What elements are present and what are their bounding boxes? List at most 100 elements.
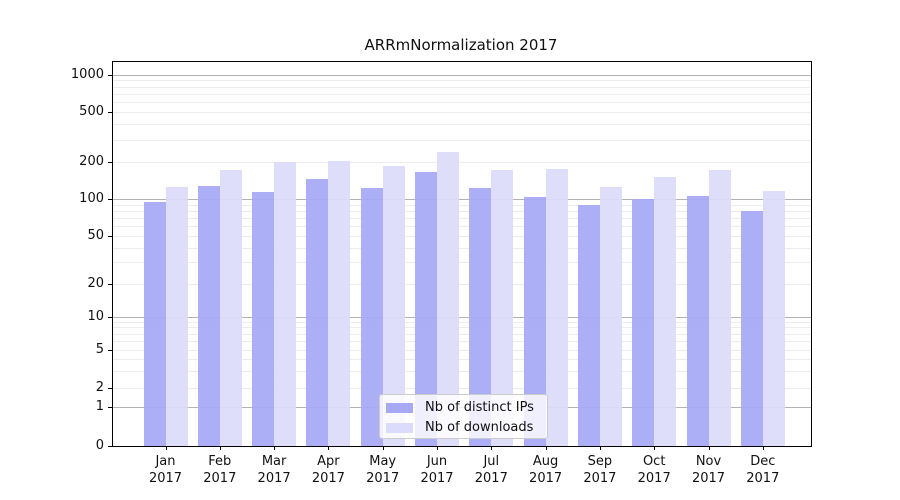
x-tick-label: Aug 2017 [529, 454, 563, 486]
bar-distinct-ips-dec [740, 210, 763, 446]
legend-swatch-distinct-ips [386, 403, 413, 413]
grid-line-minor [113, 236, 811, 237]
grid-line-minor [113, 161, 811, 163]
bar-downloads-mar [274, 162, 297, 446]
y-tick-mark [108, 74, 113, 76]
x-tick-label: Jan 2017 [148, 454, 183, 486]
plot-area: 0 1 2 5 10 20 50 100 200 500 1000 Jan 2017 Feb 2017 Mar… [71, 61, 812, 486]
bar-distinct-ips-sep [577, 205, 600, 446]
bar-distinct-ips-feb [197, 186, 220, 446]
x-tick-mark [708, 446, 710, 450]
y-tick-label: 50 [87, 228, 104, 243]
x-tick-label: Apr 2017 [311, 454, 345, 486]
grid-line-minor [113, 139, 811, 141]
y-tick-label: 2 [95, 379, 104, 395]
grid-line-minor [113, 80, 811, 82]
grid-line-major [113, 74, 811, 76]
x-tick-label: May 2017 [366, 454, 400, 486]
grid-line-minor [113, 283, 811, 285]
legend-label-downloads: Nb of downloads [425, 420, 534, 435]
bar-distinct-ips-oct [632, 199, 655, 446]
x-tick-mark [437, 446, 438, 450]
legend-label-distinct-ips: Nb of distinct IPs [425, 400, 534, 415]
bar-downloads-aug [545, 169, 568, 446]
x-tick-label: Oct 2017 [637, 454, 671, 486]
bar-distinct-ips-may [360, 187, 383, 446]
grid-line-minor [113, 218, 811, 220]
grid-line-minor [113, 204, 811, 206]
grid-line-minor [113, 226, 811, 228]
grid-line-minor [113, 340, 811, 342]
y-tick-mark [108, 199, 113, 200]
y-tick-label: 500 [79, 104, 104, 120]
grid-line-minor [113, 247, 811, 249]
bar-downloads-may [382, 166, 405, 446]
x-tick-mark [165, 446, 167, 450]
bar-distinct-ips-jul [469, 188, 492, 446]
x-tick-mark [599, 446, 601, 450]
x-tick-mark [219, 446, 221, 450]
x-tick-label: Jul 2017 [474, 454, 508, 486]
bar-downloads-jun [437, 152, 459, 446]
y-tick-mark [108, 407, 113, 408]
bar-distinct-ips-aug [523, 196, 546, 446]
y-tick-label: 100 [79, 191, 104, 206]
y-tick-mark [108, 349, 113, 351]
legend-swatch-downloads [386, 423, 413, 433]
grid-line-minor [113, 124, 811, 126]
x-tick-label: Feb 2017 [203, 454, 237, 486]
x-tick-label: Mar 2017 [257, 454, 291, 486]
bar-downloads-apr [328, 161, 351, 446]
y-tick-label: 5 [95, 341, 104, 357]
grid-line-minor [113, 321, 811, 323]
y-tick-mark [108, 112, 113, 114]
grid-line-minor [113, 210, 811, 212]
grid-line-minor [113, 387, 811, 389]
x-tick-mark [274, 446, 276, 450]
bar-distinct-ips-jan [143, 202, 166, 446]
grid-line-minor [113, 327, 811, 329]
x-tick-label: Sep 2017 [583, 454, 617, 486]
grid-line-minor [113, 349, 811, 351]
grid-line-minor [113, 358, 811, 360]
legend-item-downloads: Nb of downloads [380, 420, 547, 436]
x-tick-label: Jun 2017 [420, 454, 454, 486]
legend: Nb of distinct IPs Nb of downloads [379, 394, 548, 439]
bar-distinct-ips-apr [306, 178, 329, 446]
bar-downloads-oct [654, 177, 677, 446]
grid-line-major [113, 317, 811, 318]
grid-line-minor [113, 333, 811, 335]
bar-distinct-ips-nov [686, 196, 709, 446]
y-tick-mark [108, 387, 113, 389]
legend-item-distinct-ips: Nb of distinct IPs [380, 400, 547, 416]
y-tick-label: 10 [87, 309, 104, 324]
grid-line-minor [113, 86, 811, 88]
grid-line-minor [113, 102, 811, 104]
x-tick-mark [382, 446, 384, 450]
grid-line-minor [113, 112, 811, 114]
bar-downloads-feb [219, 170, 242, 446]
x-tick-label: Dec 2017 [746, 454, 780, 486]
y-tick-mark [108, 161, 113, 163]
chart-title: ARRmNormalization 2017 [364, 36, 558, 54]
y-tick-label: 0 [95, 438, 104, 453]
y-tick-label: 20 [87, 275, 104, 291]
grid-line-minor [113, 370, 811, 372]
y-tick-mark [108, 446, 113, 447]
y-tick-label: 200 [79, 153, 104, 169]
x-tick-mark [491, 446, 493, 450]
y-tick-mark [108, 236, 113, 237]
bar-downloads-jul [491, 169, 514, 446]
bar-downloads-jan [165, 186, 188, 446]
bar-distinct-ips-mar [252, 192, 275, 446]
x-tick-mark [762, 446, 764, 450]
y-tick-label: 1 [95, 399, 104, 414]
x-tick-label: Nov 2017 [691, 454, 726, 486]
grid-line-minor [113, 262, 811, 264]
y-tick-mark [108, 317, 113, 318]
bar-downloads-dec [762, 191, 785, 446]
grid-line-minor [113, 93, 811, 95]
x-tick-mark [545, 446, 547, 450]
bar-downloads-sep [599, 187, 622, 446]
